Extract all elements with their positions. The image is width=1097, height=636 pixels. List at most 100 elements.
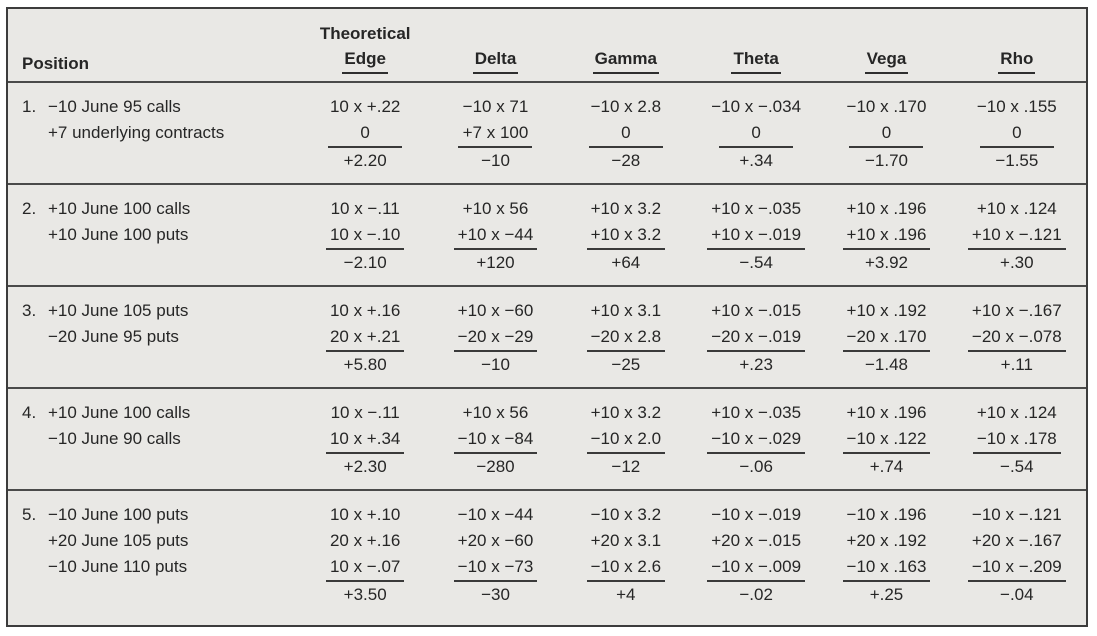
cell-edge: 10 x +.16 20 x +.21 +5.80 bbox=[300, 298, 430, 378]
cell-vega: −10 x .170 0 −1.70 bbox=[821, 94, 951, 174]
gamma-addend: +10 x 3.2 bbox=[590, 403, 662, 422]
gamma-total: −12 bbox=[611, 457, 641, 476]
delta-addend: −10 x −44 bbox=[457, 505, 534, 524]
edge-total: +2.20 bbox=[343, 151, 387, 170]
position-cell: 3. +10 June 105 puts −20 June 95 puts bbox=[8, 298, 300, 378]
header-rho-label: Rho bbox=[998, 46, 1036, 74]
rho-addend: −20 x −.078 bbox=[967, 324, 1066, 352]
position-line: +7 underlying contracts bbox=[48, 123, 225, 142]
cell-edge: 10 x −.11 10 x +.34 +2.30 bbox=[300, 400, 430, 480]
vega-addend: −10 x .163 bbox=[842, 554, 931, 582]
delta-total: −280 bbox=[476, 457, 515, 476]
gamma-total: +4 bbox=[616, 585, 636, 604]
theta-addend: +10 x −.035 bbox=[711, 199, 802, 218]
vega-total: +.74 bbox=[869, 457, 904, 476]
theta-addend: 0 bbox=[719, 120, 794, 148]
theta-addend: +20 x −.015 bbox=[711, 531, 802, 550]
table-header-row: Position Theoretical Edge Delta Gamma Theta V… bbox=[8, 9, 1086, 81]
position-line: 5. −10 June 100 puts bbox=[22, 502, 300, 528]
position-row: 1. −10 June 95 calls +7 underlying contrac… bbox=[8, 81, 1086, 183]
position-number: 1. bbox=[22, 97, 37, 116]
delta-total: −10 bbox=[481, 355, 510, 374]
position-row: 2. +10 June 100 calls +10 June 100 puts 10 … bbox=[8, 183, 1086, 285]
cell-delta: −10 x −44 +20 x −60 −10 x −73 −30 bbox=[430, 502, 560, 608]
theta-addend: +10 x −.015 bbox=[711, 301, 802, 320]
header-gamma-label: Gamma bbox=[592, 46, 659, 74]
theta-total: +.34 bbox=[739, 151, 773, 170]
edge-addend: 10 x −.07 bbox=[325, 554, 405, 582]
header-delta-label: Delta bbox=[472, 46, 519, 74]
position-text: +10 June 100 calls bbox=[48, 403, 191, 422]
theta-addend: −10 x −.009 bbox=[707, 554, 806, 582]
rho-addend: 0 bbox=[979, 120, 1054, 148]
position-line: −20 June 95 puts bbox=[48, 327, 179, 346]
edge-addend: 10 x +.22 bbox=[329, 97, 401, 116]
position-line: −10 June 90 calls bbox=[48, 429, 181, 448]
vega-total: −1.70 bbox=[864, 151, 908, 170]
cell-theta: +10 x −.035 −10 x −.029 −.06 bbox=[691, 400, 821, 480]
header-edge-overline: Theoretical bbox=[319, 24, 411, 43]
edge-total: +5.80 bbox=[343, 355, 387, 374]
rho-addend: −10 x −.209 bbox=[967, 554, 1066, 582]
cell-delta: +10 x −60 −20 x −29 −10 bbox=[430, 298, 560, 378]
position-cell: 2. +10 June 100 calls +10 June 100 puts bbox=[8, 196, 300, 276]
edge-total: +2.30 bbox=[343, 457, 387, 476]
edge-addend: 10 x −.10 bbox=[325, 222, 405, 250]
edge-addend: 10 x +.16 bbox=[329, 301, 401, 320]
gamma-addend: +10 x 3.1 bbox=[590, 301, 662, 320]
position-cell: 5. −10 June 100 puts +20 June 105 puts −10 … bbox=[8, 502, 300, 608]
vega-addend: −20 x .170 bbox=[842, 324, 931, 352]
header-vega: Vega bbox=[821, 46, 951, 74]
theta-total: −.54 bbox=[739, 253, 773, 272]
cell-vega: +10 x .192 −20 x .170 −1.48 bbox=[821, 298, 951, 378]
rho-addend: +10 x .124 bbox=[976, 403, 1057, 422]
delta-addend: −10 x −84 bbox=[453, 426, 538, 454]
delta-addend: +10 x 56 bbox=[462, 199, 529, 218]
edge-total: −2.10 bbox=[343, 253, 387, 272]
position-line: 1. −10 June 95 calls bbox=[22, 94, 300, 120]
cell-edge: 10 x −.11 10 x −.10 −2.10 bbox=[300, 196, 430, 276]
vega-addend: −10 x .170 bbox=[846, 97, 927, 116]
position-text: −10 June 100 puts bbox=[48, 505, 189, 524]
edge-addend: 10 x −.11 bbox=[330, 403, 400, 422]
rho-total: −1.55 bbox=[995, 151, 1039, 170]
rho-total: +.11 bbox=[1000, 355, 1033, 374]
position-row: 3. +10 June 105 puts −20 June 95 puts 10 x … bbox=[8, 285, 1086, 387]
edge-addend: 10 x +.10 bbox=[329, 505, 401, 524]
header-vega-label: Vega bbox=[864, 46, 909, 74]
position-row: 5. −10 June 100 puts +20 June 105 puts −10 … bbox=[8, 489, 1086, 617]
gamma-total: −25 bbox=[611, 355, 641, 374]
cell-rho: +10 x .124 −10 x .178 −.54 bbox=[952, 400, 1082, 480]
cell-gamma: +10 x 3.2 +10 x 3.2 +64 bbox=[561, 196, 691, 276]
vega-total: +.25 bbox=[869, 585, 904, 604]
vega-addend: 0 bbox=[849, 120, 924, 148]
delta-addend: +10 x −44 bbox=[453, 222, 538, 250]
header-gamma: Gamma bbox=[561, 46, 691, 74]
vega-total: +3.92 bbox=[864, 253, 908, 272]
position-line: 3. +10 June 105 puts bbox=[22, 298, 300, 324]
theta-total: −.02 bbox=[739, 585, 773, 604]
vega-addend: +10 x .196 bbox=[846, 199, 927, 218]
cell-rho: −10 x −.121 +20 x −.167 −10 x −.209 −.04 bbox=[952, 502, 1082, 608]
header-rho: Rho bbox=[952, 46, 1082, 74]
rho-addend: +10 x −.167 bbox=[971, 301, 1062, 320]
cell-rho: +10 x −.167 −20 x −.078 +.11 bbox=[952, 298, 1082, 378]
theta-addend: −20 x −.019 bbox=[707, 324, 806, 352]
position-text: −10 June 95 calls bbox=[48, 97, 181, 116]
gamma-addend: −20 x 2.8 bbox=[586, 324, 666, 352]
table-body: 1. −10 June 95 calls +7 underlying contrac… bbox=[8, 81, 1086, 617]
edge-addend: 20 x +.21 bbox=[325, 324, 405, 352]
cell-vega: −10 x .196 +20 x .192 −10 x .163 +.25 bbox=[821, 502, 951, 608]
rho-addend: −10 x .155 bbox=[976, 97, 1057, 116]
delta-addend: +10 x 56 bbox=[462, 403, 529, 422]
header-edge-label: Edge bbox=[342, 46, 388, 74]
rho-total: −.04 bbox=[1000, 585, 1034, 604]
cell-gamma: −10 x 3.2 +20 x 3.1 −10 x 2.6 +4 bbox=[561, 502, 691, 608]
rho-addend: −10 x .178 bbox=[972, 426, 1061, 454]
cell-gamma: +10 x 3.1 −20 x 2.8 −25 bbox=[561, 298, 691, 378]
gamma-addend: −10 x 2.8 bbox=[590, 97, 662, 116]
rho-addend: −10 x −.121 bbox=[971, 505, 1062, 524]
edge-addend: 10 x +.34 bbox=[325, 426, 405, 454]
cell-delta: +10 x 56 +10 x −44 +120 bbox=[430, 196, 560, 276]
position-text: +10 June 100 calls bbox=[48, 199, 191, 218]
